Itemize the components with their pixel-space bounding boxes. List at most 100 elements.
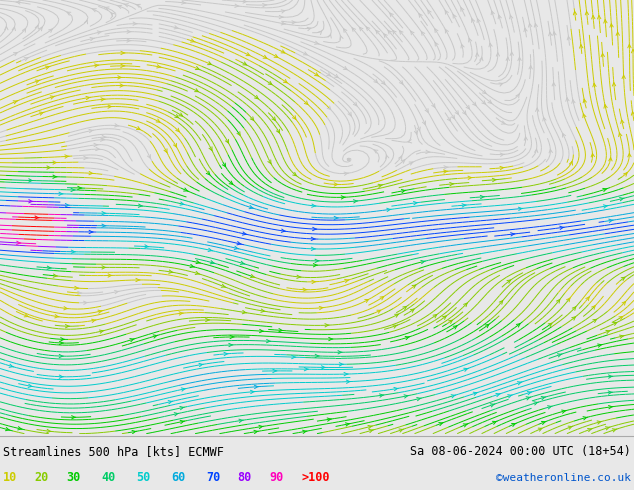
- FancyArrowPatch shape: [64, 307, 68, 310]
- FancyArrowPatch shape: [444, 166, 448, 169]
- FancyArrowPatch shape: [388, 30, 392, 34]
- FancyArrowPatch shape: [230, 335, 234, 339]
- FancyArrowPatch shape: [136, 4, 140, 7]
- FancyArrowPatch shape: [327, 106, 331, 110]
- FancyArrowPatch shape: [405, 337, 410, 340]
- FancyArrowPatch shape: [335, 74, 338, 77]
- FancyArrowPatch shape: [12, 27, 15, 30]
- FancyArrowPatch shape: [344, 67, 347, 70]
- FancyArrowPatch shape: [601, 53, 604, 57]
- FancyArrowPatch shape: [195, 67, 200, 70]
- FancyArrowPatch shape: [304, 101, 308, 104]
- FancyArrowPatch shape: [527, 392, 532, 395]
- FancyArrowPatch shape: [501, 121, 505, 124]
- FancyArrowPatch shape: [89, 230, 93, 234]
- FancyArrowPatch shape: [593, 319, 597, 322]
- FancyArrowPatch shape: [101, 98, 105, 101]
- FancyArrowPatch shape: [339, 363, 344, 366]
- FancyArrowPatch shape: [510, 233, 515, 236]
- FancyArrowPatch shape: [498, 15, 501, 19]
- FancyArrowPatch shape: [199, 363, 204, 367]
- FancyArrowPatch shape: [628, 153, 631, 157]
- FancyArrowPatch shape: [206, 171, 210, 175]
- FancyArrowPatch shape: [510, 15, 513, 19]
- FancyArrowPatch shape: [586, 297, 589, 300]
- Text: 70: 70: [206, 471, 220, 484]
- FancyArrowPatch shape: [493, 421, 497, 424]
- FancyArrowPatch shape: [421, 261, 425, 264]
- FancyArrowPatch shape: [102, 135, 107, 139]
- FancyArrowPatch shape: [592, 16, 595, 19]
- Text: 10: 10: [3, 471, 17, 484]
- FancyArrowPatch shape: [605, 427, 610, 430]
- FancyArrowPatch shape: [499, 83, 503, 86]
- FancyArrowPatch shape: [597, 16, 601, 19]
- FancyArrowPatch shape: [534, 402, 538, 405]
- Text: 20: 20: [35, 471, 49, 484]
- FancyArrowPatch shape: [393, 325, 398, 328]
- FancyArrowPatch shape: [84, 156, 88, 160]
- FancyArrowPatch shape: [283, 79, 287, 83]
- FancyArrowPatch shape: [115, 291, 119, 294]
- FancyArrowPatch shape: [604, 105, 607, 108]
- FancyArrowPatch shape: [512, 423, 516, 426]
- FancyArrowPatch shape: [250, 390, 255, 393]
- Text: 60: 60: [171, 471, 185, 484]
- FancyArrowPatch shape: [39, 27, 42, 31]
- FancyArrowPatch shape: [312, 280, 316, 284]
- FancyArrowPatch shape: [493, 178, 496, 182]
- FancyArrowPatch shape: [408, 140, 411, 143]
- FancyArrowPatch shape: [597, 421, 602, 424]
- FancyArrowPatch shape: [463, 303, 467, 307]
- FancyArrowPatch shape: [321, 366, 326, 369]
- FancyArrowPatch shape: [65, 324, 70, 328]
- FancyArrowPatch shape: [345, 279, 349, 283]
- FancyArrowPatch shape: [443, 316, 446, 319]
- FancyArrowPatch shape: [529, 66, 533, 69]
- FancyArrowPatch shape: [472, 102, 476, 106]
- FancyArrowPatch shape: [108, 105, 112, 108]
- FancyArrowPatch shape: [303, 288, 307, 292]
- FancyArrowPatch shape: [302, 430, 307, 434]
- FancyArrowPatch shape: [444, 170, 448, 173]
- FancyArrowPatch shape: [327, 418, 332, 421]
- FancyArrowPatch shape: [50, 96, 55, 99]
- FancyArrowPatch shape: [249, 205, 254, 209]
- FancyArrowPatch shape: [268, 160, 271, 164]
- FancyArrowPatch shape: [279, 329, 283, 332]
- FancyArrowPatch shape: [334, 217, 339, 220]
- FancyArrowPatch shape: [432, 104, 435, 107]
- FancyArrowPatch shape: [174, 25, 179, 29]
- FancyArrowPatch shape: [466, 105, 469, 109]
- FancyArrowPatch shape: [609, 406, 613, 409]
- FancyArrowPatch shape: [579, 45, 583, 48]
- FancyArrowPatch shape: [366, 27, 370, 30]
- FancyArrowPatch shape: [313, 227, 317, 231]
- FancyArrowPatch shape: [374, 150, 378, 153]
- FancyArrowPatch shape: [304, 368, 309, 371]
- FancyArrowPatch shape: [609, 219, 613, 222]
- FancyArrowPatch shape: [606, 330, 611, 334]
- FancyArrowPatch shape: [399, 429, 404, 432]
- FancyArrowPatch shape: [180, 420, 184, 423]
- FancyArrowPatch shape: [536, 108, 539, 111]
- FancyArrowPatch shape: [314, 73, 318, 76]
- FancyArrowPatch shape: [417, 127, 420, 131]
- FancyArrowPatch shape: [59, 375, 63, 378]
- Text: 40: 40: [101, 471, 115, 484]
- FancyArrowPatch shape: [518, 57, 521, 61]
- FancyArrowPatch shape: [36, 80, 40, 83]
- FancyArrowPatch shape: [254, 385, 259, 389]
- FancyArrowPatch shape: [229, 181, 233, 184]
- FancyArrowPatch shape: [439, 422, 443, 426]
- FancyArrowPatch shape: [338, 351, 342, 354]
- FancyArrowPatch shape: [90, 37, 94, 41]
- FancyArrowPatch shape: [190, 265, 195, 268]
- FancyArrowPatch shape: [450, 182, 454, 186]
- Text: Sa 08-06-2024 00:00 UTC (18+54): Sa 08-06-2024 00:00 UTC (18+54): [410, 445, 631, 458]
- FancyArrowPatch shape: [327, 73, 330, 76]
- FancyArrowPatch shape: [445, 10, 448, 14]
- FancyArrowPatch shape: [507, 280, 510, 283]
- FancyArrowPatch shape: [105, 7, 109, 10]
- FancyArrowPatch shape: [9, 364, 14, 368]
